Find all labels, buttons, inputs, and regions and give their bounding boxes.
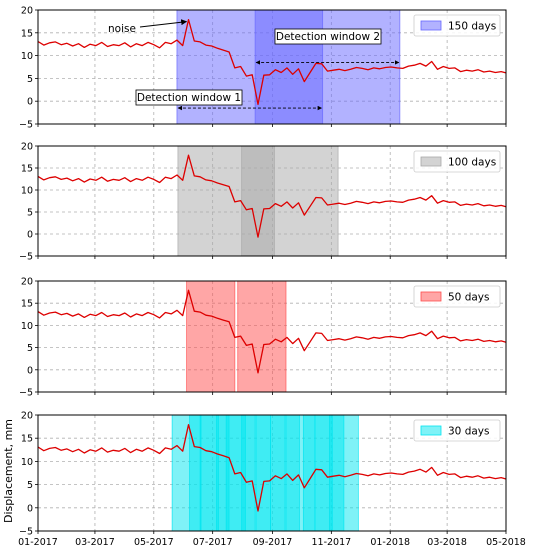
axes-frame (37, 280, 507, 393)
x-tick-label: 01-2018 (370, 537, 410, 548)
legend: 100 days (413, 150, 501, 173)
series-line (37, 289, 507, 374)
y-tick-label: −5 (19, 120, 33, 131)
axes-frame (37, 145, 507, 257)
legend-swatch (420, 425, 442, 436)
y-tick-label: 10 (21, 457, 33, 468)
window1-label: Detection window 1 (137, 92, 241, 104)
y-tick-label: 20 (21, 142, 33, 153)
legend: 50 days (413, 285, 501, 308)
chart-panel-4: 20 15 10 5 0 −501-2017 03-2017 05-2017 07-2017 09… (18, 411, 526, 549)
noise-label: noise (108, 23, 136, 35)
y-tick-label: 5 (27, 343, 33, 354)
legend-frame (413, 150, 501, 173)
chart-panel-3: 20 15 10 5 0 −5 50 days (19, 277, 507, 399)
detection-window (329, 414, 359, 532)
y-tick-label: −5 (19, 252, 33, 263)
y-tick-label: 15 (21, 28, 33, 39)
legend-swatch (420, 20, 442, 31)
legend: 150 days (413, 14, 501, 37)
axes-frame (37, 9, 507, 125)
y-tick-label: 10 (21, 321, 33, 332)
chart-panel-2: 20 15 10 5 0 −5 100 days (19, 142, 507, 263)
y-tick-label: 10 (21, 186, 33, 197)
legend-label: 100 days (448, 157, 496, 169)
legend: 30 days (413, 419, 501, 442)
y-tick-label: 5 (27, 480, 33, 491)
x-tick-label: 03-2017 (75, 537, 115, 548)
y-tick-label: 20 (21, 6, 33, 17)
y-tick-label: 0 (27, 365, 33, 376)
series-line (37, 424, 507, 512)
y-tick-label: 0 (27, 97, 33, 108)
legend-swatch (420, 291, 442, 302)
x-tick-label: 05-2017 (134, 537, 174, 548)
noise-arrow (139, 19, 188, 28)
x-tick-label: 11-2017 (311, 537, 351, 548)
x-tick-label: 03-2018 (427, 537, 467, 548)
y-tick-label: 15 (21, 299, 33, 310)
x-tick-label: 07-2017 (193, 537, 233, 548)
legend-label: 50 days (448, 292, 489, 304)
y-tick-label: 5 (27, 74, 33, 85)
legend-label: 30 days (448, 426, 489, 438)
y-tick-label: 0 (27, 503, 33, 514)
y-tick-label: 5 (27, 208, 33, 219)
y-tick-label: −5 (19, 527, 33, 538)
legend-frame (413, 419, 501, 442)
y-tick-label: 0 (27, 230, 33, 241)
axes-frame (37, 414, 507, 532)
chart-panel-1: 20 15 10 5 0 −5 150 days noise Detection window … (19, 6, 507, 131)
legend-swatch (420, 156, 442, 167)
detection-window (254, 9, 401, 125)
detection-window (237, 280, 287, 393)
y-tick-label: 10 (21, 51, 33, 62)
y-tick-label: 15 (21, 164, 33, 175)
window1-label-box (135, 89, 243, 106)
y-tick-label: −5 (19, 388, 33, 399)
window2-label: Detection window 2 (276, 31, 380, 43)
y-axis-label: Displacement, mm (2, 419, 15, 523)
series-line (37, 154, 507, 238)
y-tick-label: 20 (21, 411, 33, 422)
legend-label: 150 days (448, 21, 496, 33)
x-tick-label: 05-2018 (486, 537, 526, 548)
detection-window (186, 280, 236, 393)
y-tick-label: 15 (21, 434, 33, 445)
legend-frame (413, 285, 501, 308)
x-tick-label: 09-2017 (253, 537, 293, 548)
window2-label-box (274, 28, 382, 45)
x-tick-label: 01-2017 (18, 537, 58, 548)
legend-frame (413, 14, 501, 37)
y-tick-label: 20 (21, 277, 33, 288)
series-line (37, 18, 507, 106)
